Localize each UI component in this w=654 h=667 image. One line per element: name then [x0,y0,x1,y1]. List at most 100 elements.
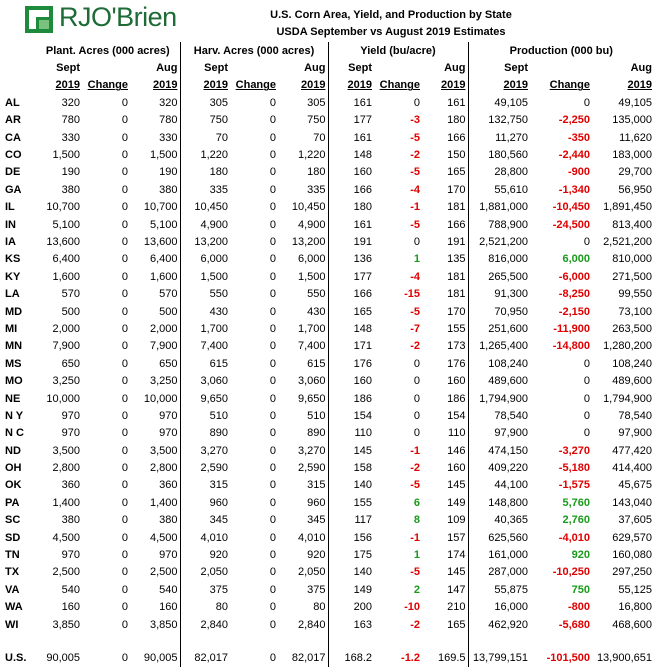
value-cell: 540 [61,583,80,596]
value-cell: 0 [269,652,276,665]
value-cell: 0 [269,409,276,422]
value-cell: 97,900 [618,427,652,440]
value-cell: 1,700 [297,322,326,335]
value-cell: 73,100 [618,305,652,318]
value-cell: 177 [327,268,374,286]
value-cell: 375 [179,581,230,599]
value-cell: 109 [447,514,466,527]
value-cell: 55,610 [467,181,530,199]
value-cell: 165 [447,618,466,631]
value-cell: 13,900,651 [596,652,652,665]
col-year: 2019 [467,76,530,95]
logo-mark-icon [25,6,53,33]
value-cell: 80 [179,598,230,616]
table-row: IL 10,700 0 10,700 10,450 0 10,450 180 -1 181 1,88… [0,198,654,216]
value-cell: -5,680 [558,618,590,631]
value-cell: 11,620 [619,131,652,144]
value-cell: 186 [447,392,466,405]
value-cell: 615 [179,355,230,373]
table-row: N Y 970 0 970 510 0 510 154 0 154 78,540 0 78,540 [0,407,654,425]
value-cell: 37,605 [618,514,652,527]
value-cell: 650 [61,357,80,370]
value-cell: 360 [61,479,80,492]
value-cell: 0 [583,409,590,422]
value-cell: 158 [327,459,374,477]
value-cell: 920 [571,549,590,562]
value-cell: 1,700 [179,320,230,338]
value-cell: 166 [447,218,466,231]
value-cell: 0 [413,409,420,422]
value-cell: 13,799,151 [467,649,530,667]
value-cell: 2,000 [149,322,178,335]
table-row: AL 320 0 320 305 0 305 161 0 161 49,105 0 49,105 [0,94,654,112]
value-cell: 0 [121,322,128,335]
value-cell: 13,200 [291,235,326,248]
value-cell: 0 [121,496,128,509]
state-cell: U.S. [5,652,27,665]
value-cell: -1.2 [401,652,420,665]
value-cell: 157 [447,531,466,544]
value-cell: 305 [179,94,230,112]
col-sept: Sept [467,59,530,77]
value-cell: 183,000 [612,149,652,162]
value-cell: 960 [179,494,230,512]
value-cell: 10,450 [179,198,230,216]
value-cell: 0 [269,288,276,301]
value-cell: 0 [413,235,420,248]
value-cell: 10,450 [291,201,326,214]
value-cell: 160,080 [612,549,652,562]
value-cell: 960 [307,496,326,509]
month-header-row: Sept Aug Sept Aug Sept Aug Sept Aug [0,59,654,77]
value-cell: 147 [447,583,466,596]
value-cell: -11,900 [553,322,590,335]
col-change: Change [235,79,276,92]
col-change: Change [87,79,128,92]
value-cell: -2,150 [558,305,590,318]
state-cell: OH [5,462,22,475]
value-cell: 4,500 [149,531,178,544]
value-cell: -5 [410,218,420,231]
value-cell: 10,700 [46,201,80,214]
value-cell: 0 [269,131,276,144]
value-cell: -14,800 [552,340,590,353]
value-cell: 0 [269,114,276,127]
value-cell: 335 [179,181,230,199]
value-cell: 2,800 [149,462,178,475]
value-cell: 108,240 [612,357,652,370]
value-cell: 174 [447,549,466,562]
value-cell: 200 [327,598,374,616]
value-cell: 5,100 [52,218,80,231]
value-cell: 0 [583,427,590,440]
value-cell: 161 [327,128,374,147]
value-cell: 1,881,000 [467,198,530,216]
state-cell: WI [5,618,19,631]
value-cell: 154 [327,407,374,425]
table-row: WI 3,850 0 3,850 2,840 0 2,840 163 -2 165 462,920-… [0,615,654,634]
value-cell: 970 [61,549,80,562]
value-cell: 55,125 [618,583,652,596]
value-cell: 45,675 [618,479,652,492]
value-cell: 0 [269,392,276,405]
value-cell: 360 [159,479,178,492]
value-cell: 186 [327,389,374,408]
state-cell: N Y [5,409,24,422]
value-cell: 1,794,900 [467,389,530,408]
state-cell: DE [5,166,21,179]
state-cell: CO [5,149,22,162]
value-cell: 190 [61,166,80,179]
state-cell: TX [5,566,20,579]
plant-acres-header: Plant. Acres (000 acres) [45,44,170,57]
value-cell: 40,365 [467,511,530,529]
value-cell: 145 [447,479,466,492]
value-cell: 156 [327,528,374,547]
table-row: TX 2,500 0 2,500 2,050 0 2,050 140 -5 145 287,000-… [0,563,654,582]
value-cell: 380 [61,514,80,527]
value-cell: -101,500 [546,652,590,665]
value-cell: 0 [121,253,128,266]
value-cell: 7,900 [149,340,178,353]
value-cell: 2,840 [297,618,326,631]
value-cell: 56,950 [618,183,652,196]
col-year: 2019 [153,79,178,92]
value-cell: 110 [327,424,374,442]
value-cell: 920 [307,549,326,562]
